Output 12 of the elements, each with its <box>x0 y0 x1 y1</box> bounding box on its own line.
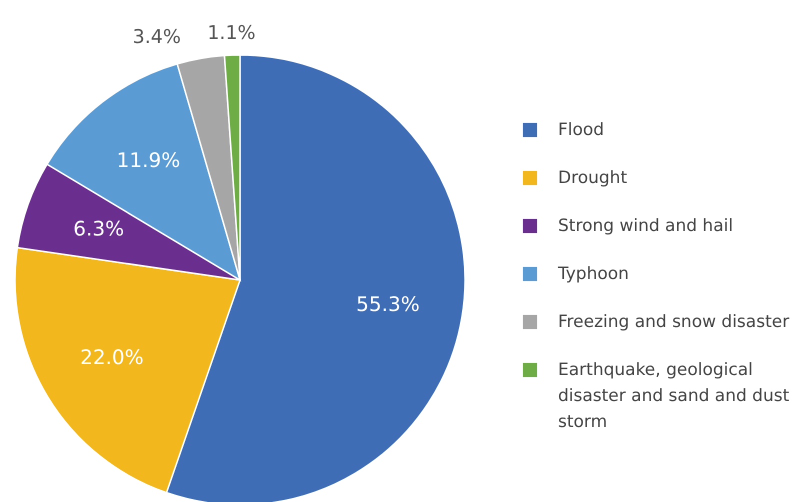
data-label: 11.9% <box>116 148 180 172</box>
legend-label: Freezing and snow disaster <box>558 312 790 332</box>
data-label: 22.0% <box>80 344 144 369</box>
legend-label: Flood <box>558 120 604 140</box>
legend-label: Typhoon <box>557 264 629 284</box>
data-label: 3.4% <box>132 26 181 48</box>
legend-label: Drought <box>558 168 628 188</box>
data-label: 55.3% <box>356 292 420 316</box>
legend-label: Earthquake, geological disaster and sand and dust storm <box>558 360 790 432</box>
data-label: 1.1% <box>207 22 256 44</box>
data-label: 6.3% <box>73 216 124 241</box>
legend-label: Strong wind and hail <box>558 216 734 236</box>
